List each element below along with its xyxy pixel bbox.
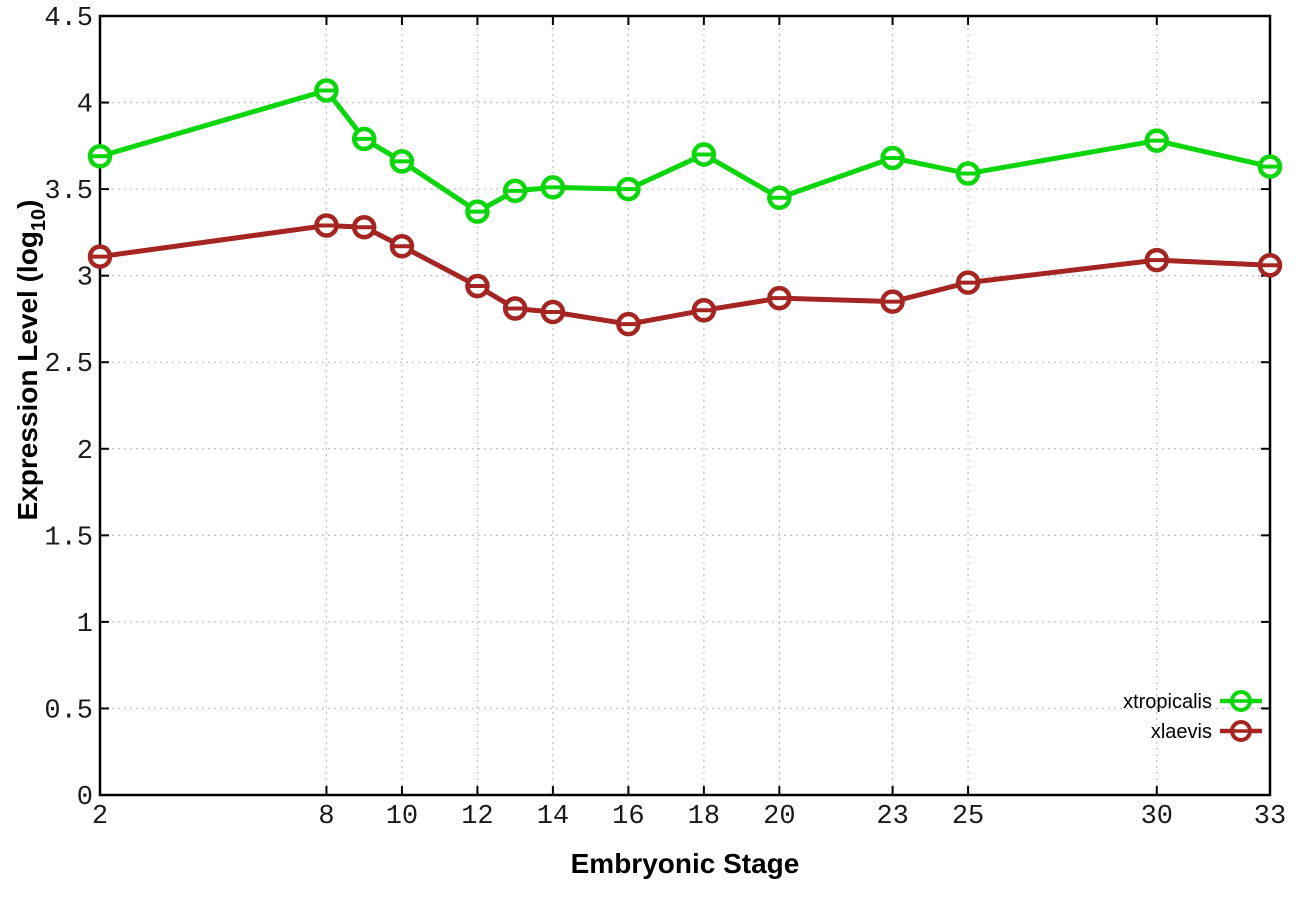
- y-tick-label: 2.5: [44, 350, 93, 380]
- data-point-marker: [314, 78, 339, 103]
- tick-marks: [99, 15, 1271, 796]
- data-point-marker: [616, 176, 641, 202]
- y-axis-title-subscript: 10: [28, 209, 50, 231]
- x-tick-label: 14: [537, 802, 569, 832]
- data-point-marker: [880, 289, 905, 314]
- data-point-marker: [540, 299, 566, 325]
- data-point-marker: [767, 185, 792, 211]
- data-point-marker: [389, 233, 415, 259]
- x-tick-label: 12: [461, 802, 493, 832]
- x-tick-label: 23: [876, 802, 908, 832]
- y-tick-label: 1: [77, 610, 93, 640]
- plot-border: [98, 14, 1272, 797]
- y-axis-title-close: ): [12, 200, 43, 209]
- x-tick-label: 8: [318, 802, 334, 832]
- data-point-marker: [351, 214, 377, 240]
- x-tick-label: 2: [92, 802, 108, 832]
- data-point-marker: [691, 298, 717, 323]
- data-point-marker: [1230, 690, 1252, 712]
- data-point-marker: [955, 161, 981, 186]
- x-tick-label: 10: [386, 802, 418, 832]
- data-point-marker: [1144, 128, 1170, 153]
- legend-label-xlaevis: xlaevis: [1151, 721, 1212, 743]
- data-point-marker: [767, 285, 792, 311]
- y-axis-title-main: Expression Level (log: [12, 231, 43, 520]
- data-point-marker: [389, 149, 415, 174]
- data-point-marker: [1230, 720, 1252, 742]
- x-tick-label: 20: [763, 802, 795, 832]
- y-tick-label: 4: [77, 91, 93, 121]
- series-xtropicalis: [87, 78, 1283, 224]
- x-tick-label: 30: [1141, 802, 1173, 832]
- data-point-marker: [1257, 154, 1283, 179]
- y-tick-label: 0.5: [44, 696, 93, 726]
- data-point-marker: [502, 296, 528, 321]
- data-point-marker: [314, 213, 339, 238]
- data-point-marker: [616, 311, 641, 337]
- y-tick-label: 0: [77, 783, 93, 813]
- x-tick-label: 16: [612, 802, 644, 832]
- data-point-marker: [351, 126, 377, 152]
- data-point-marker: [955, 270, 981, 295]
- y-tick-label: 2: [77, 437, 93, 467]
- x-axis-title: Embryonic Stage: [571, 848, 800, 879]
- series-xlaevis: [87, 213, 1283, 337]
- series-line-xlaevis: [99, 222, 1271, 327]
- y-tick-label: 4.5: [44, 4, 93, 34]
- grid: [100, 16, 1270, 795]
- data-point-marker: [1257, 253, 1283, 278]
- data-point-marker: [502, 178, 528, 204]
- y-tick-label: 1.5: [44, 523, 93, 553]
- x-tick-label: 33: [1254, 802, 1286, 832]
- y-tick-label: 3: [77, 264, 93, 294]
- tick-labels: 2 8 10 12 14 16 18 20 23 25 30 33 0 0.5 1 1.5 2 2.5 3 3.5 4 4…: [44, 4, 1286, 832]
- legend-label-xtropicalis: xtropicalis: [1123, 691, 1212, 713]
- x-tick-label: 18: [688, 802, 720, 832]
- data-point-marker: [1144, 247, 1170, 273]
- legend: xtropicalis xlaevis: [1123, 690, 1262, 743]
- data-point-marker: [540, 175, 566, 200]
- data-point-marker: [880, 145, 905, 171]
- data-point-marker: [465, 199, 490, 224]
- data-point-marker: [465, 273, 490, 299]
- series-line-xtropicalis: [99, 87, 1271, 215]
- plot-area: 2 8 10 12 14 16 18 20 23 25 30 33 0 0.5 1 1.5 2 2.5 3 3.5 4 4…: [44, 4, 1286, 832]
- data-point-marker: [691, 142, 717, 167]
- data-point-marker: [87, 244, 113, 269]
- y-axis-title: Expression Level (log10): [12, 200, 50, 521]
- x-tick-label: 25: [952, 802, 984, 832]
- y-tick-label: 3.5: [44, 177, 93, 207]
- data-point-marker: [87, 143, 113, 169]
